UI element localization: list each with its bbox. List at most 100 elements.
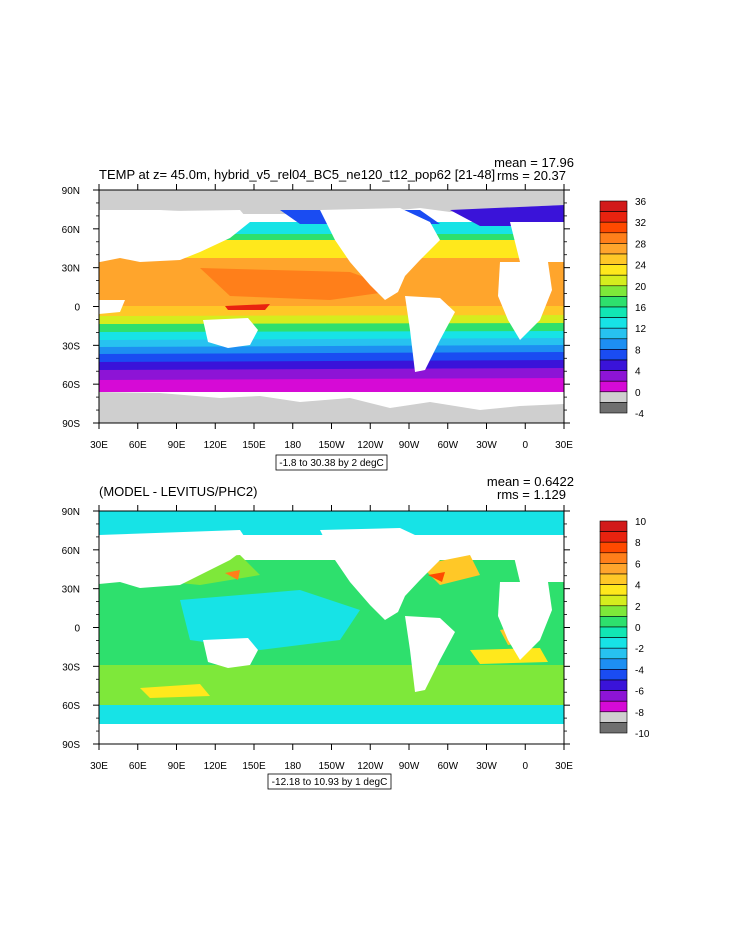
warm-pool xyxy=(200,268,400,300)
north-america-land xyxy=(320,208,440,300)
lat-label: 90N xyxy=(62,186,80,197)
colorbar-box xyxy=(599,605,628,617)
lat-label: 90S xyxy=(62,419,80,430)
colorbar-label: -2 xyxy=(635,644,644,655)
colorbar-box xyxy=(599,541,628,554)
lon-label: 90E xyxy=(168,761,186,772)
colorbar-box xyxy=(599,370,628,382)
lat-label: 90S xyxy=(62,740,80,751)
colorbar-label: 8 xyxy=(635,538,641,549)
lat-label: 30S xyxy=(62,662,80,673)
antarctic-mask xyxy=(99,392,564,423)
colorbar-box xyxy=(599,380,628,393)
colorbar-label: -6 xyxy=(635,687,644,698)
lon-label: 30E xyxy=(90,761,108,772)
range-note-box xyxy=(275,454,388,471)
lon-label: 30E xyxy=(555,440,573,451)
colorbar-label: 24 xyxy=(635,261,647,272)
lat-label: 60N xyxy=(62,546,80,557)
lon-label: 150W xyxy=(318,761,345,772)
colorbar-box xyxy=(599,531,628,543)
rms-stat: rms = 20.37 xyxy=(497,168,566,183)
lon-label: 180 xyxy=(284,440,301,451)
anomaly-panel: (MODEL - LEVITUS/PHC2) mean = 0.6422 rms… xyxy=(62,474,650,790)
lon-label: 150E xyxy=(242,440,266,451)
colorbar-label: 36 xyxy=(635,197,647,208)
colorbar-label: 10 xyxy=(635,517,647,528)
map-axes: 90N 60N 30N 0 30S 60S 90S 30E 60E 90E 120E 150E 180 1… xyxy=(62,184,573,451)
colorbar-box xyxy=(599,563,628,575)
south-atlantic-warm-spot xyxy=(470,648,548,664)
asia-land xyxy=(99,530,250,588)
lon-label: 90W xyxy=(399,761,420,772)
africa-land xyxy=(498,582,552,660)
range-note: -1.8 to 30.38 by 2 degC xyxy=(279,458,384,469)
colorbar: 36 32 28 24 20 16 12 8 4 0 -4 xyxy=(599,197,647,420)
lat-label: 60S xyxy=(62,380,80,391)
mean-stat: mean = 17.96 xyxy=(494,155,574,170)
lat-label: 30N xyxy=(62,585,80,596)
lon-label: 30W xyxy=(476,440,497,451)
lat-label: 0 xyxy=(74,624,80,635)
colorbar-box xyxy=(599,594,628,607)
colorbar-box xyxy=(599,391,628,403)
lat-label: 30N xyxy=(62,264,80,275)
hot-spot xyxy=(225,304,270,310)
colorbar-label: 2 xyxy=(635,602,641,613)
range-note: -12.18 to 10.93 by 1 degC xyxy=(272,777,388,788)
colorbar-box xyxy=(599,552,628,564)
colorbar-box xyxy=(599,679,628,691)
mean-stat: mean = 0.6422 xyxy=(487,474,574,489)
map-axes: 90N 60N 30N 0 30S 60S 90S 30E 60E 90E 120E 150E 180 1… xyxy=(62,505,573,772)
antarctica-land xyxy=(99,724,564,744)
panel-title: TEMP at z= 45.0m, hybrid_v5_rel04_BC5_ne… xyxy=(99,167,495,182)
lat-label: 0 xyxy=(74,303,80,314)
panel-title: (MODEL - LEVITUS/PHC2) xyxy=(99,484,257,499)
north-america-land xyxy=(320,528,440,620)
colorbar-box xyxy=(599,327,628,340)
lon-label: 60E xyxy=(129,440,147,451)
range-note-box xyxy=(267,773,392,790)
lon-label: 90W xyxy=(399,440,420,451)
colorbar-label: 16 xyxy=(635,303,647,314)
colorbar-box xyxy=(599,317,628,329)
lon-label: 60W xyxy=(437,761,458,772)
lon-label: 30E xyxy=(90,440,108,451)
southern-warm-spot xyxy=(140,684,210,698)
lon-label: 0 xyxy=(522,761,528,772)
colorbar-label: 0 xyxy=(635,388,641,399)
europe-land xyxy=(510,540,564,582)
colorbar-label: 32 xyxy=(635,218,647,229)
colorbar-label: -4 xyxy=(635,409,644,420)
lon-label: 150E xyxy=(242,761,266,772)
colorbar-box xyxy=(599,221,628,234)
lat-label: 90N xyxy=(62,507,80,518)
temperature-panel: TEMP at z= 45.0m, hybrid_v5_rel04_BC5_ne… xyxy=(62,155,647,471)
colorbar-label: 4 xyxy=(635,367,641,378)
north-atlantic-cold xyxy=(450,205,564,226)
colorbar-box xyxy=(599,306,628,318)
colorbar-box xyxy=(599,616,628,628)
colorbar-box xyxy=(599,253,628,265)
colorbar-label: -4 xyxy=(635,665,644,676)
lon-label: 120W xyxy=(357,761,384,772)
colorbar-box xyxy=(599,264,628,276)
colorbar-label: 4 xyxy=(635,581,641,592)
colorbar-label: 20 xyxy=(635,282,647,293)
kuroshio-hot xyxy=(225,570,240,580)
colorbar-box xyxy=(599,584,628,596)
colorbar-box xyxy=(599,243,628,255)
lat-label: 60S xyxy=(62,701,80,712)
lon-label: 180 xyxy=(284,761,301,772)
arctic-anomaly xyxy=(99,511,564,535)
temperature-map xyxy=(99,190,564,423)
colorbar-box xyxy=(599,402,628,414)
colorbar-label: -8 xyxy=(635,708,644,719)
lon-label: 60W xyxy=(437,440,458,451)
lon-label: 120E xyxy=(204,440,228,451)
colorbar-box xyxy=(599,722,628,734)
colorbar-box xyxy=(599,690,628,702)
lon-label: 0 xyxy=(522,440,528,451)
colorbar-box xyxy=(599,200,628,212)
